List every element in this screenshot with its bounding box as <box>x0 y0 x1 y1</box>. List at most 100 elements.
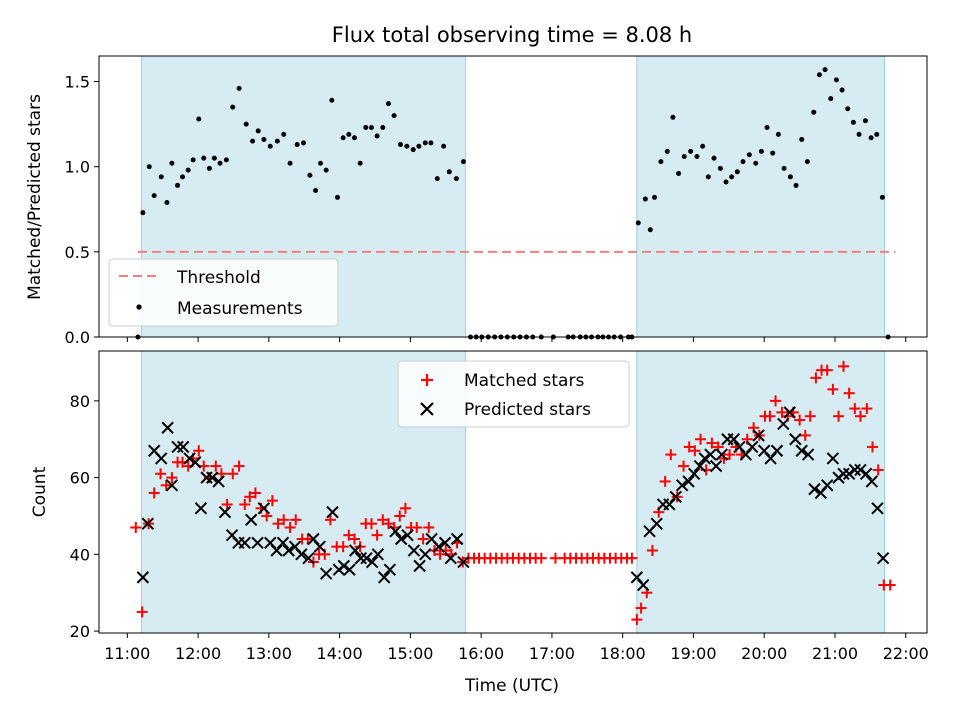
matched-star-point <box>821 364 833 376</box>
legend-predicted-label: Predicted stars <box>464 400 591 420</box>
measurement-point <box>318 160 324 166</box>
matched-star-point <box>365 518 377 530</box>
measurement-point <box>428 140 434 146</box>
predicted-star-point <box>313 540 327 553</box>
x-tick-label: 21:00 <box>812 644 858 663</box>
predicted-star-point <box>698 452 711 465</box>
measurement-point <box>211 155 217 161</box>
matched-star-point <box>227 468 239 480</box>
measurement-point <box>334 194 340 200</box>
observing-span-1 <box>636 55 886 338</box>
x-tick-label: 14:00 <box>317 644 363 663</box>
matched-star-point <box>423 521 435 533</box>
predicted-star-point <box>354 551 368 565</box>
predicted-star-point <box>693 459 707 473</box>
measurement-point <box>717 165 723 171</box>
predicted-star-point <box>848 463 862 477</box>
predicted-star-point <box>876 551 890 565</box>
matched-star-point <box>872 464 884 476</box>
measurement-point <box>201 155 207 161</box>
measurement-point <box>380 125 386 131</box>
measurement-point <box>635 220 641 226</box>
predicted-star-point <box>282 544 295 557</box>
predicted-star-point <box>842 467 856 480</box>
x-tick-label: 16:00 <box>458 644 504 663</box>
measurement-point <box>301 140 307 146</box>
matched-star-point <box>278 514 290 526</box>
top-panel: 0.0 0.5 1.0 1.5 Matched/Predicted stars Thr… <box>25 55 928 347</box>
measurement-point <box>816 72 822 78</box>
matched-star-point <box>671 491 683 503</box>
predicted-star-point <box>194 502 208 515</box>
measurement-point <box>676 171 682 177</box>
matched-star-point <box>324 514 336 526</box>
predicted-star-point <box>155 452 168 465</box>
predicted-star-point <box>777 417 790 431</box>
predicted-star-point <box>371 548 385 561</box>
y-tick-label: 40 <box>70 545 90 564</box>
measurement-point <box>368 125 374 131</box>
measurement-point <box>230 104 236 110</box>
bottom-x-axis: 11:00 12:00 13:00 14:00 15:00 16:00 17:00 18:00… <box>104 633 929 663</box>
matched-star-point <box>678 460 690 472</box>
chart-title: Flux total observing time = 8.08 h <box>332 23 692 47</box>
predicted-star-point <box>251 536 264 550</box>
matched-star-point <box>683 441 695 453</box>
bottom-x-axis-label: Time (UTC) <box>464 676 559 696</box>
measurement-point <box>190 157 196 163</box>
predicted-star-point <box>407 544 421 557</box>
predicted-star-point <box>709 459 723 473</box>
matched-star-point <box>843 387 855 399</box>
measurement-point <box>223 157 229 163</box>
matched-star-point <box>302 533 314 545</box>
x-tick-label: 20:00 <box>741 644 787 663</box>
measurement-point <box>460 159 466 165</box>
measurement-point <box>879 194 885 200</box>
matched-star-point <box>718 452 730 464</box>
predicted-star-point <box>859 467 873 480</box>
measurement-point <box>688 148 694 154</box>
predicted-star-point <box>783 406 796 419</box>
matched-star-point <box>706 437 718 449</box>
matched-star-point <box>867 441 879 453</box>
predicted-star-point <box>865 475 879 488</box>
measurement-point <box>446 169 452 175</box>
measurement-point <box>874 131 880 137</box>
predicted-star-point <box>295 548 308 561</box>
matched-star-point <box>411 521 423 533</box>
y-tick-label: 60 <box>70 469 90 488</box>
matched-star-point <box>837 360 849 372</box>
measurement-point <box>850 119 856 125</box>
measurement-point <box>346 131 352 137</box>
predicted-star-point <box>637 578 650 592</box>
matched-star-point <box>290 514 302 526</box>
matched-star-point <box>631 614 643 626</box>
measurement-point <box>764 125 770 131</box>
predicted-star-point <box>821 479 834 492</box>
top-shaded-spans <box>140 55 886 338</box>
matched-star-point <box>434 548 446 560</box>
matched-star-point <box>348 533 360 545</box>
predicted-star-point <box>183 452 196 465</box>
matched-star-point <box>794 414 806 426</box>
predicted-star-point <box>206 471 219 484</box>
predicted-star-point <box>383 563 397 576</box>
y-tick-label: 80 <box>70 392 90 411</box>
matched-star-point <box>193 445 205 457</box>
y-tick-label: 1.0 <box>65 158 90 177</box>
matched-star-point <box>155 468 167 480</box>
matched-star-point <box>272 518 284 530</box>
matched-star-point <box>284 521 296 533</box>
measurement-point <box>255 128 261 134</box>
predicted-star-point <box>871 502 884 515</box>
matched-star-point <box>689 445 701 457</box>
x-tick-label: 18:00 <box>600 644 646 663</box>
top-legend: Threshold Measurements <box>108 258 339 327</box>
predicted-star-point <box>752 429 765 442</box>
predicted-star-point <box>244 513 258 527</box>
measurement-point <box>652 194 658 200</box>
x-tick-label: 12:00 <box>175 644 221 663</box>
x-tick-label: 19:00 <box>670 644 716 663</box>
x-tick-label: 11:00 <box>104 644 150 663</box>
predicted-star-point <box>177 440 190 454</box>
